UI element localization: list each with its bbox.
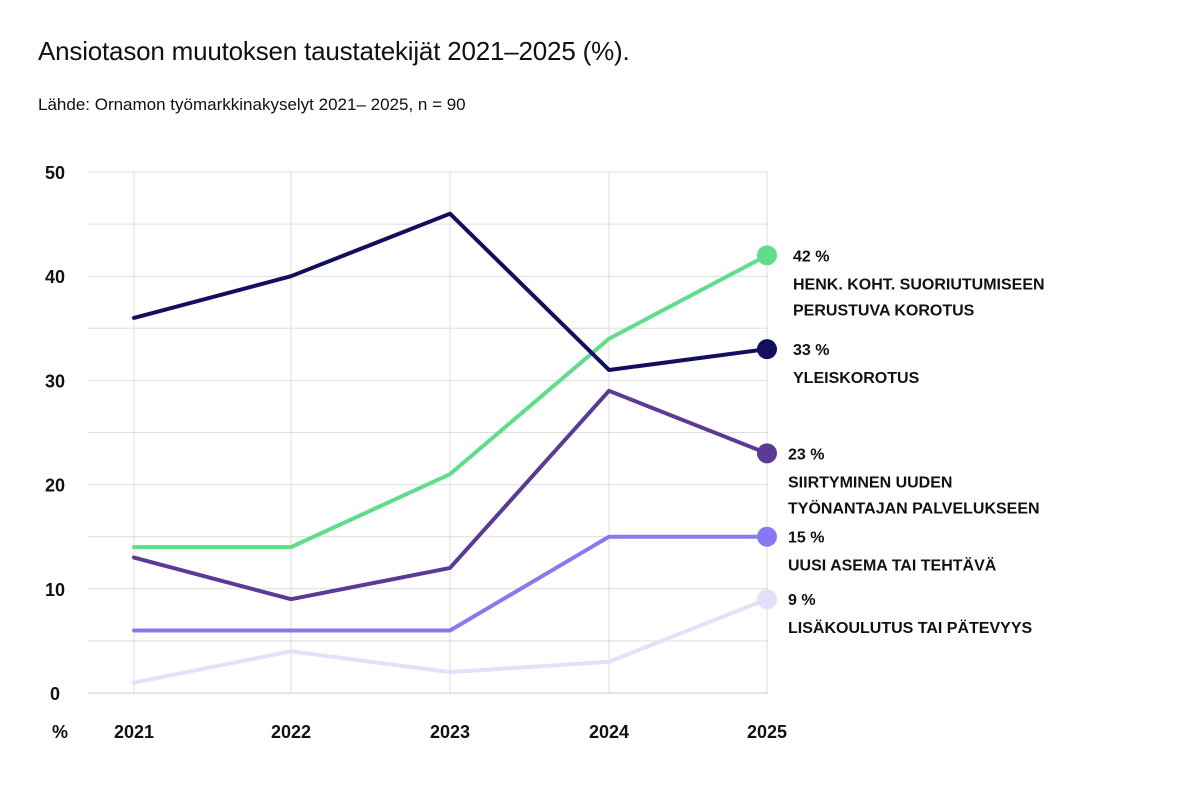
series-line: [132, 534, 769, 633]
y-tick-label: 30: [45, 371, 65, 391]
series-label: HENK. KOHT. SUORIUTUMISEEN: [793, 276, 1045, 293]
series-label: PERUSTUVA KOROTUS: [793, 302, 975, 319]
series-end-marker: [757, 443, 777, 464]
series-end-value: 23 %: [788, 446, 824, 463]
x-axis-ticks: 2021 2022 2023 2024 2025: [114, 722, 787, 742]
x-tick-label: 2021: [114, 722, 154, 742]
series-end-marker: [757, 339, 777, 360]
x-tick-label: 2022: [271, 722, 311, 742]
y-tick-label: 10: [45, 580, 65, 600]
series-line: [132, 211, 769, 372]
x-tick-label: 2025: [747, 722, 787, 742]
series-end-marker: [757, 526, 777, 547]
series-line: [132, 253, 769, 550]
grid: [88, 171, 768, 694]
x-tick-label: 2023: [430, 722, 470, 742]
series-label: TYÖNANTAJAN PALVELUKSEEN: [788, 498, 1040, 517]
y-axis-ticks: 0 10 20 30 40 50: [45, 163, 65, 704]
series-end-value: 33 %: [793, 342, 829, 359]
y-tick-label: 0: [50, 684, 60, 704]
series-label: UUSI ASEMA TAI TEHTÄVÄ: [788, 557, 997, 575]
series-end-marker: [757, 245, 777, 266]
series-end-marker: [757, 589, 777, 610]
series-label: SIIRTYMINEN UUDEN: [788, 474, 952, 491]
series-end-value: 15 %: [788, 530, 824, 547]
series-line: [132, 597, 769, 685]
end-labels: 42 % HENK. KOHT. SUORIUTUMISEEN PERUSTUVA …: [788, 248, 1045, 637]
x-tick-label: 2024: [589, 722, 629, 742]
series-label: LISÄKOULUTUS TAI PÄTEVYYS: [788, 619, 1032, 637]
chart-subtitle: Lähde: Ornamon työmarkkinakyselyt 2021– …: [38, 95, 466, 114]
y-tick-label: 50: [45, 163, 65, 183]
series-end-value: 42 %: [793, 248, 829, 265]
y-tick-label: 20: [45, 476, 65, 496]
y-tick-label: 40: [45, 267, 65, 287]
series-label: YLEISKOROTUS: [793, 370, 920, 387]
series-lines: [132, 211, 777, 685]
y-axis-label: %: [52, 722, 68, 742]
chart-title: Ansiotason muutoksen taustatekijät 2021–…: [38, 36, 630, 66]
series-line: [132, 388, 769, 602]
series-end-value: 9 %: [788, 592, 816, 609]
